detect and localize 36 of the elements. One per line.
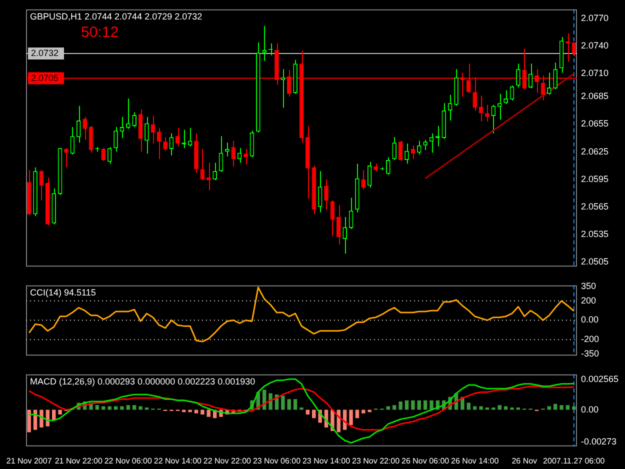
x-tick-label: 23 Nov 14:00: [302, 456, 351, 466]
x-tick-label: 26 Nov: [512, 456, 538, 466]
y-tick-label: 2.0595: [581, 174, 609, 184]
y-tick-label: 2.0740: [581, 40, 609, 51]
y-tick-label: -200: [581, 334, 600, 344]
y-tick-label: 2.0505: [581, 256, 609, 266]
x-tick-label: 2007.11.27 06:00: [543, 456, 606, 466]
y-tick-label: 0.00: [581, 314, 599, 325]
chart-title: GBPUSD,H1 2.0744 2.0744 2.0729 2.0732: [30, 11, 202, 22]
x-tick-label: 26 Nov 06:00: [402, 456, 450, 466]
ref-line-label: 2.0705: [31, 72, 59, 83]
y-tick-label: 2.0770: [581, 13, 609, 24]
x-tick-label: 22 Nov 14:00: [154, 456, 202, 466]
y-tick-label: 0.00: [581, 404, 599, 414]
x-tick-label: 23 Nov 06:00: [252, 456, 302, 466]
y-tick-label: 2.0710: [581, 68, 609, 78]
annotation: 50:12: [81, 24, 119, 42]
x-tick-label: 21 Nov 2007: [6, 456, 52, 466]
y-tick-label: -0.00273: [581, 436, 617, 447]
x-tick-label: 23 Nov 22:00: [352, 456, 400, 466]
chart-title: CCI(14) 94.5115: [30, 287, 96, 298]
y-tick-label: 2.0685: [581, 91, 609, 102]
y-tick-label: 350: [581, 280, 596, 291]
y-tick-label: 2.0535: [581, 228, 609, 239]
x-tick-label: 22 Nov 06:00: [104, 456, 152, 466]
x-tick-label: 21 Nov 22:00: [54, 456, 103, 466]
ref-line-label: 2.0732: [31, 48, 59, 58]
chart-title: MACD (12,26,9) 0.000293 0.000000 0.002223 0.001930: [30, 376, 256, 386]
y-tick-label: 2.0655: [581, 118, 609, 129]
y-tick-label: -350: [581, 348, 600, 359]
y-tick-label: 200: [581, 295, 596, 306]
y-tick-label: 2.0565: [581, 201, 609, 212]
x-tick-label: 22 Nov 22:00: [203, 456, 252, 466]
y-tick-label: 0.002565: [581, 374, 619, 384]
x-tick-label: 26 Nov 14:00: [451, 456, 500, 466]
y-tick-label: 2.0625: [581, 146, 609, 156]
